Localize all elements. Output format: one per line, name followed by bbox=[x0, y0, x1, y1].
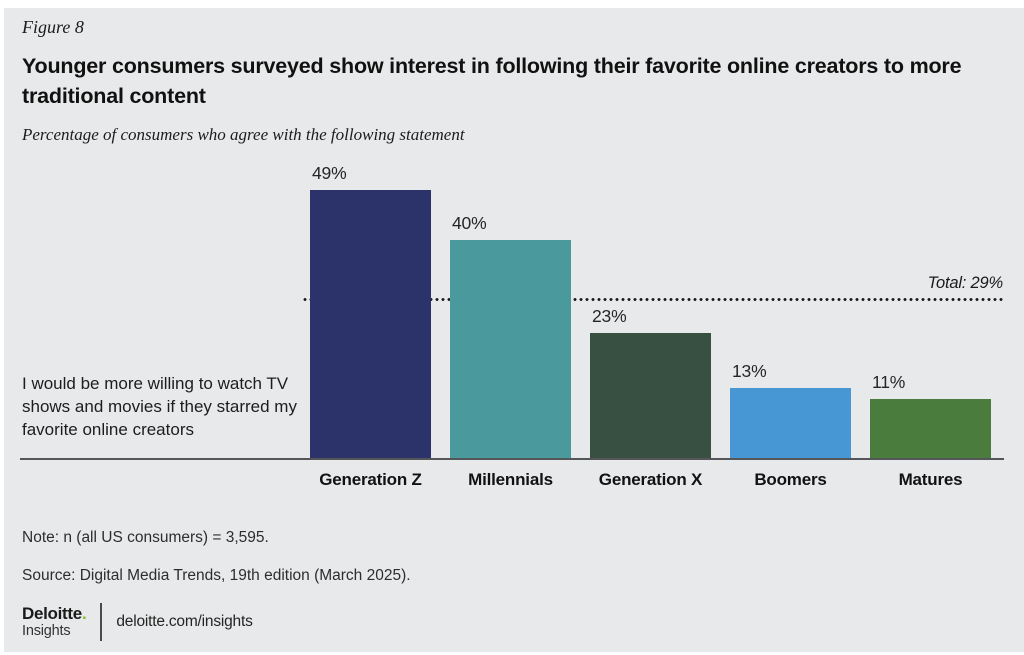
chart-title: Younger consumers surveyed show interest… bbox=[22, 54, 962, 108]
x-axis-label-boomers: Boomers bbox=[754, 470, 827, 489]
x-axis-line bbox=[20, 458, 1004, 460]
bar-boomers bbox=[730, 388, 851, 460]
bar-generation-z bbox=[310, 190, 431, 460]
bar-generation-x bbox=[590, 333, 711, 460]
bar-value-label-millennials: 40% bbox=[452, 213, 487, 233]
bar-matures bbox=[870, 399, 991, 460]
bar-value-label-boomers: 13% bbox=[732, 361, 767, 381]
x-axis-label-generation-x: Generation X bbox=[598, 470, 703, 489]
x-axis-label-millennials: Millennials bbox=[468, 470, 553, 489]
bar-value-label-generation-z: 49% bbox=[312, 163, 347, 183]
total-reference-line bbox=[303, 298, 1004, 301]
note-text: Note: n (all US consumers) = 3,595. bbox=[22, 529, 269, 546]
insights-link[interactable]: deloitte.com/insights bbox=[116, 613, 253, 630]
footer-divider bbox=[100, 603, 103, 641]
footer: Deloitte. Insights deloitte.com/insights bbox=[22, 601, 253, 643]
brand-green-dot: . bbox=[81, 604, 87, 623]
brand-sub-wordmark: Insights bbox=[22, 623, 71, 639]
bar-value-label-matures: 11% bbox=[872, 372, 906, 392]
total-reference-label: Total: 29% bbox=[927, 274, 1004, 292]
chart-subtitle: Percentage of consumers who agree with t… bbox=[22, 125, 465, 144]
deloitte-insights-logo: Deloitte. Insights bbox=[22, 604, 87, 640]
bar-millennials bbox=[450, 240, 571, 460]
x-axis-label-matures: Matures bbox=[898, 470, 963, 489]
source-text: Source: Digital Media Trends, 19th editi… bbox=[22, 567, 411, 584]
brand-wordmark: Deloitte. bbox=[22, 604, 87, 623]
bar-value-label-generation-x: 23% bbox=[592, 306, 627, 326]
figure-label: Figure 8 bbox=[22, 17, 84, 37]
statement-text: I would be more willing to watch TV show… bbox=[22, 374, 297, 439]
x-axis-label-generation-z: Generation Z bbox=[319, 470, 422, 489]
